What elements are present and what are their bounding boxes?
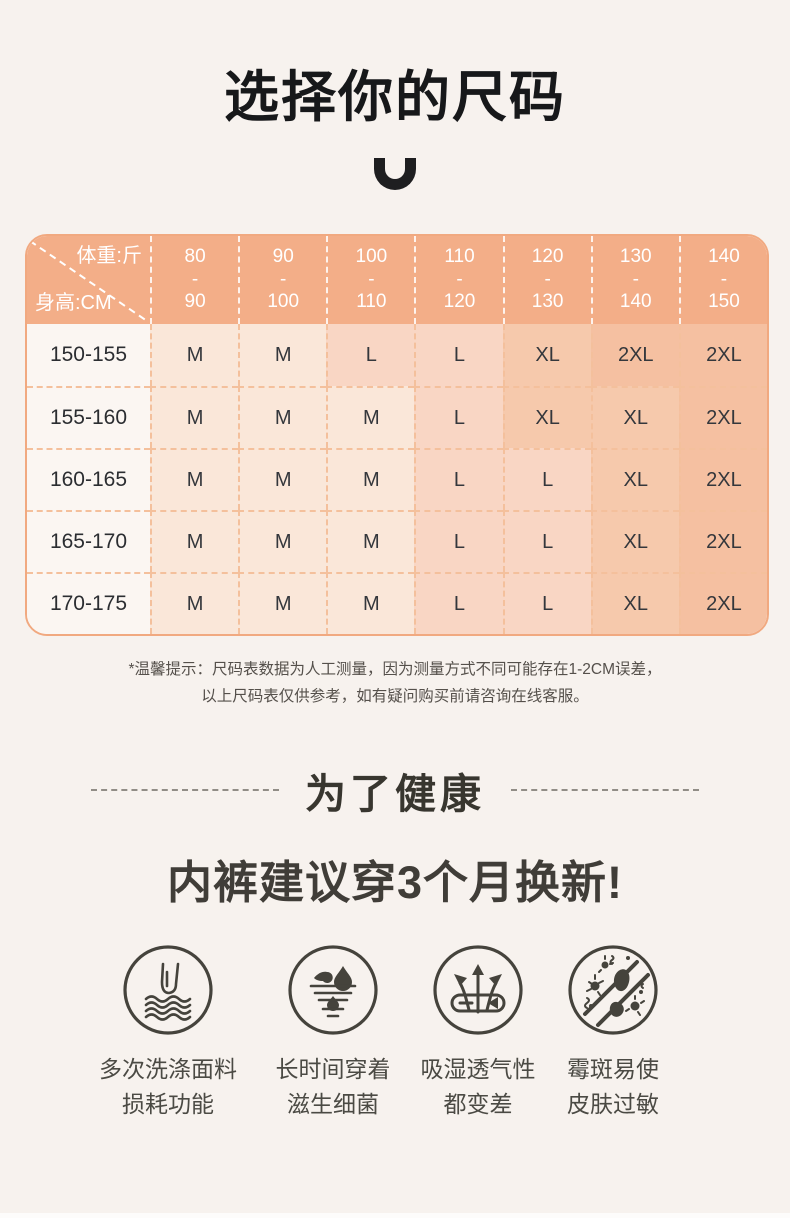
- size-cell: L: [502, 510, 591, 572]
- size-cell: M: [238, 324, 327, 386]
- reason-wash-wear: 多次洗涤面料 损耗功能: [88, 942, 248, 1121]
- reason-label: 多次洗涤面料 损耗功能: [99, 1056, 237, 1117]
- size-cell: M: [326, 448, 415, 510]
- disclaimer-line-2: 以上尺码表仅供参考，如有疑问购买前请咨询在线客服。: [201, 688, 589, 706]
- reason-label: 长时间穿着 滋生细菌: [275, 1056, 391, 1117]
- size-cell: M: [238, 448, 327, 510]
- disclaimer-line-1: *温馨提示：尺码表数据为人工测量，因为测量方式不同可能存在1-2CM误差，: [128, 661, 662, 678]
- reason-label: 吸湿透气性 都变差: [420, 1056, 536, 1117]
- size-cell: L: [414, 572, 503, 634]
- size-cell: M: [150, 324, 239, 386]
- size-cell: M: [150, 572, 239, 634]
- reason-mold-allergy: 霉斑易使 皮肤过敏: [533, 942, 693, 1121]
- size-cell: 2XL: [678, 324, 767, 386]
- size-cell: M: [150, 386, 239, 448]
- size-cell: L: [326, 324, 415, 386]
- size-cell: 2XL: [678, 510, 767, 572]
- size-cell: XL: [590, 448, 679, 510]
- mold-allergy-icon: [568, 945, 658, 1035]
- weight-column-header: 80 - 90: [150, 236, 239, 324]
- height-row-label: 170-175: [27, 572, 150, 634]
- table-corner-cell: 体重:斤 身高:CM: [27, 236, 150, 324]
- height-row-label: 165-170: [27, 510, 150, 572]
- height-row-label: 150-155: [27, 324, 150, 386]
- reason-breathability: 吸湿透气性 都变差: [398, 942, 558, 1121]
- size-cell: 2XL: [678, 572, 767, 634]
- dashed-rule-right: [511, 789, 699, 791]
- size-cell: XL: [590, 386, 679, 448]
- reason-label: 霉斑易使 皮肤过敏: [567, 1056, 659, 1117]
- reason-moisture-bacteria: 长时间穿着 滋生细菌: [253, 942, 413, 1121]
- weight-column-header: 110 - 120: [414, 236, 503, 324]
- size-cell: M: [238, 572, 327, 634]
- wash-wear-icon: [123, 945, 213, 1035]
- cropped-u-glyph: [374, 158, 416, 190]
- size-cell: XL: [502, 324, 591, 386]
- height-row-label: 160-165: [27, 448, 150, 510]
- size-cell: M: [326, 572, 415, 634]
- weight-column-header: 120 - 130: [502, 236, 591, 324]
- weight-column-header: 90 - 100: [238, 236, 327, 324]
- corner-weight-label: 体重:斤: [76, 245, 142, 267]
- size-cell: L: [414, 448, 503, 510]
- size-cell: M: [326, 386, 415, 448]
- replace-advice-heading: 内裤建议穿3个月换新!: [166, 857, 623, 908]
- size-cell: M: [238, 510, 327, 572]
- size-cell: M: [326, 510, 415, 572]
- size-cell: L: [414, 386, 503, 448]
- page-title: 选择你的尺码: [223, 66, 566, 128]
- weight-column-header: 140 - 150: [678, 236, 767, 324]
- size-chart-disclaimer: *温馨提示：尺码表数据为人工测量，因为测量方式不同可能存在1-2CM误差， 以上…: [0, 656, 790, 710]
- dashed-rule-left: [91, 789, 279, 791]
- size-cell: M: [150, 448, 239, 510]
- size-cell: L: [414, 510, 503, 572]
- weight-column-header: 100 - 110: [326, 236, 415, 324]
- breathability-icon: [433, 945, 523, 1035]
- health-section-heading: 为了健康: [0, 760, 790, 820]
- size-cell: 2XL: [590, 324, 679, 386]
- moisture-bacteria-icon: [288, 945, 378, 1035]
- size-cell: M: [238, 386, 327, 448]
- weight-column-header: 130 - 140: [590, 236, 679, 324]
- height-row-label: 155-160: [27, 386, 150, 448]
- size-cell: L: [502, 448, 591, 510]
- size-cell: XL: [590, 510, 679, 572]
- corner-height-label: 身高:CM: [35, 292, 112, 315]
- size-cell: 2XL: [678, 448, 767, 510]
- size-cell: 2XL: [678, 386, 767, 448]
- size-cell: M: [150, 510, 239, 572]
- size-chart-table: 体重:斤 身高:CM 80 - 90 90 - 100 100 - 110 11…: [25, 234, 769, 636]
- size-cell: L: [414, 324, 503, 386]
- health-heading-text: 为了健康: [305, 771, 485, 817]
- size-cell: L: [502, 572, 591, 634]
- size-cell: XL: [502, 386, 591, 448]
- page-bottom-edge: [0, 1213, 790, 1218]
- size-cell: XL: [590, 572, 679, 634]
